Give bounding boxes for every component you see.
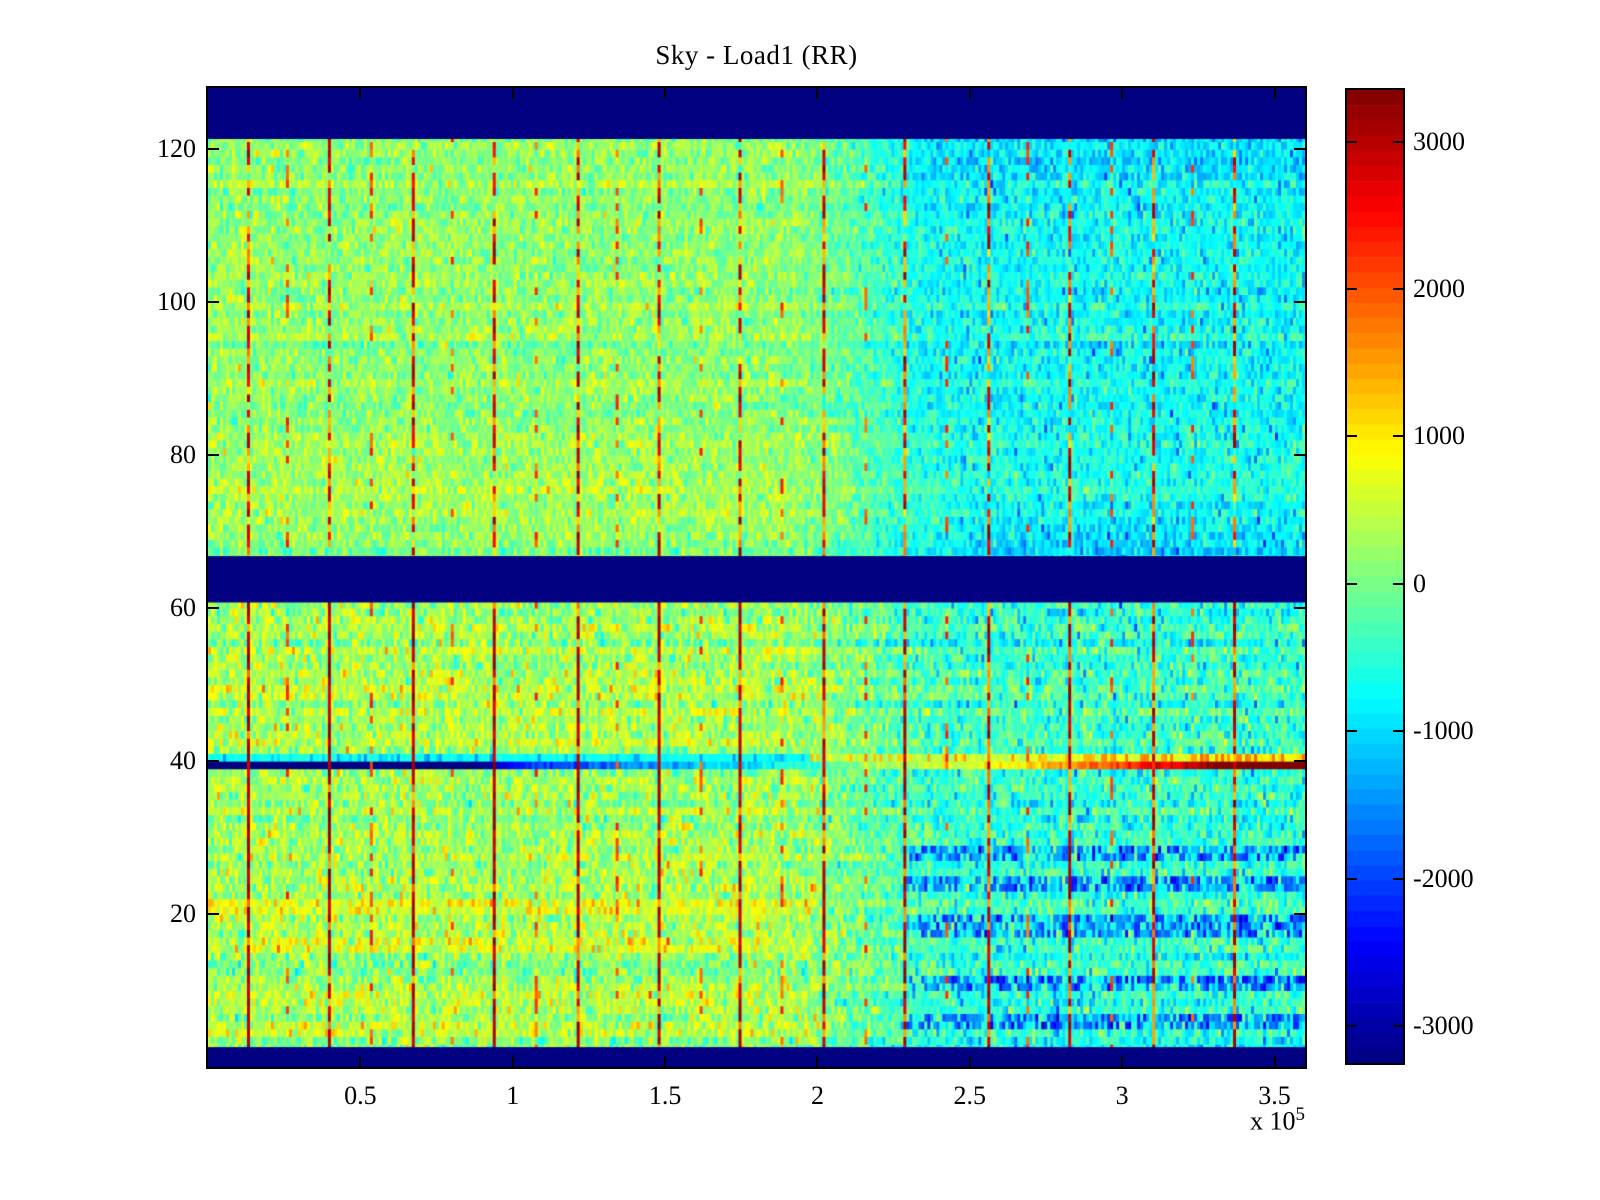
tick-mark [816,88,819,99]
colorbar [1345,88,1405,1065]
tick-mark [208,301,219,304]
tick-mark [1347,877,1357,880]
tick-mark [1393,435,1403,438]
tick-mark [359,88,362,99]
tick-mark [1347,288,1357,291]
tick-mark [208,454,219,457]
tick-mark [208,148,219,151]
colorbar-tick-label: -3000 [1413,1011,1474,1041]
x-tick-label: 2 [810,1081,824,1110]
tick-mark [816,1056,819,1067]
y-tick-label: 120 [157,134,196,164]
tick-mark [1393,582,1403,585]
x-tick-label: 1.5 [648,1081,682,1110]
tick-mark [511,1056,514,1067]
tick-mark [511,88,514,99]
tick-mark [1347,582,1357,585]
tick-mark [1347,1025,1357,1028]
tick-mark [1294,454,1305,457]
tick-mark [1273,88,1276,99]
tick-mark [1393,877,1403,880]
x-tick-label: 3.5 [1258,1081,1291,1110]
plot-area [206,86,1307,1069]
colorbar-tick-label: 1000 [1413,421,1465,451]
tick-mark [208,913,219,916]
tick-mark [664,1056,667,1067]
tick-mark [1347,435,1357,438]
heatmap-canvas [208,88,1305,1067]
tick-mark [1294,760,1305,763]
colorbar-canvas [1347,90,1403,1063]
x-tick-label: 0.5 [344,1081,377,1110]
x-axis-exponent-label: x 105 [1155,1104,1305,1137]
y-tick-label: 60 [170,593,196,623]
x-tick-label: 2.5 [953,1081,987,1110]
x-axis-exponent-prefix: x 10 [1250,1106,1296,1136]
y-tick-label: 100 [157,287,196,317]
colorbar-tick-label: 3000 [1413,126,1465,156]
y-tick-label: 20 [170,899,196,929]
tick-mark [1347,730,1357,733]
tick-mark [1121,1056,1124,1067]
tick-mark [1347,140,1357,143]
colorbar-tick-label: 0 [1413,568,1426,598]
tick-mark [1393,1025,1403,1028]
y-tick-label: 80 [170,440,196,470]
tick-mark [1294,148,1305,151]
colorbar-tick-label: -2000 [1413,863,1474,893]
tick-mark [1273,1056,1276,1067]
tick-mark [1393,288,1403,291]
tick-mark [208,607,219,610]
tick-mark [1294,913,1305,916]
tick-mark [359,1056,362,1067]
plot-title: Sky - Load1 (RR) [655,40,858,70]
tick-mark [1121,88,1124,99]
tick-mark [664,88,667,99]
x-tick-label: 1 [506,1081,520,1110]
tick-mark [1393,140,1403,143]
x-tick-label: 3 [1115,1081,1129,1110]
tick-mark [1294,301,1305,304]
tick-mark [1294,607,1305,610]
y-tick-label: 40 [170,746,196,776]
tick-mark [968,88,971,99]
tick-mark [968,1056,971,1067]
tick-mark [1393,730,1403,733]
colorbar-tick-label: -1000 [1413,716,1474,746]
x-axis-exponent-value: 5 [1295,1104,1306,1125]
colorbar-tick-label: 2000 [1413,274,1465,304]
tick-mark [208,760,219,763]
